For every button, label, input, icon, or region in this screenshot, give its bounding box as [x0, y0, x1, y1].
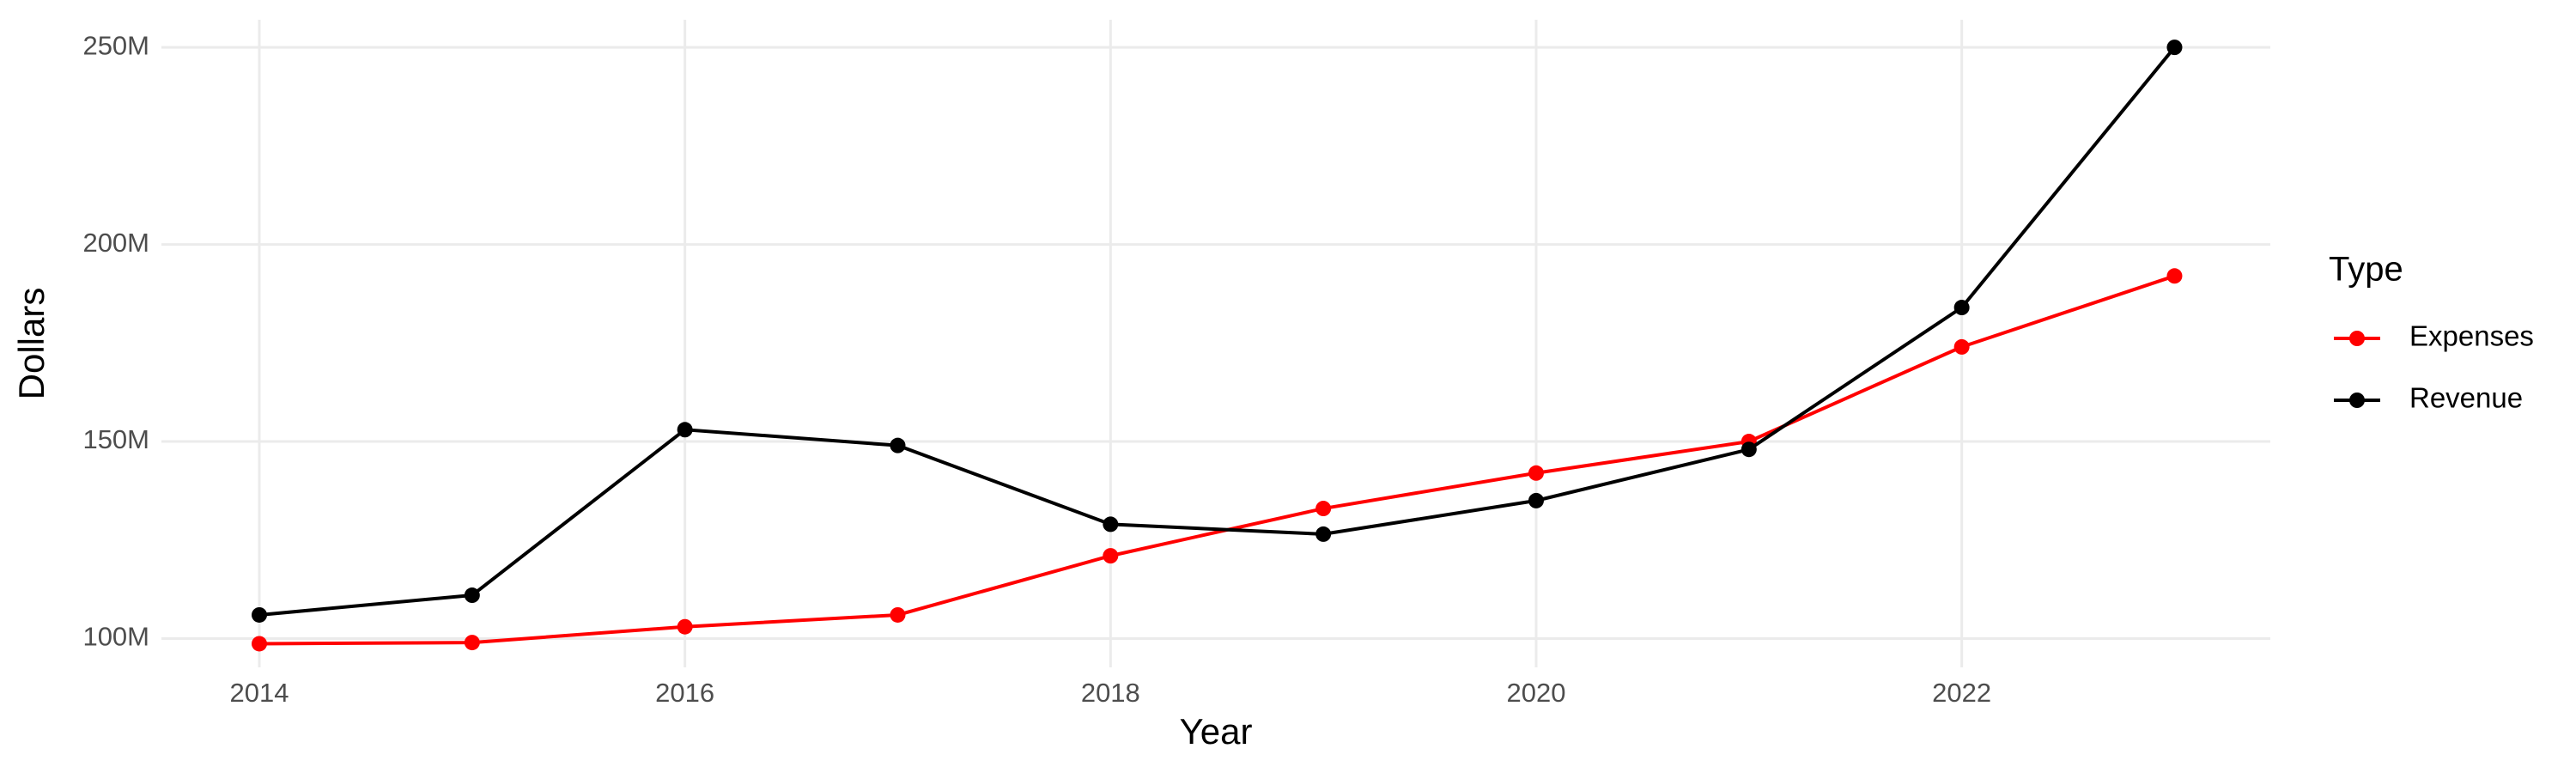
data-point [464, 635, 480, 651]
data-point [890, 606, 906, 623]
data-point [677, 422, 693, 438]
y-tick-label: 100M [82, 622, 149, 652]
legend-label: Revenue [2409, 382, 2523, 414]
x-axis-title: Year [1180, 711, 1253, 752]
legend-key-point [2349, 393, 2365, 408]
x-tick-label: 2022 [1932, 678, 1991, 708]
x-tick-label: 2014 [230, 678, 289, 708]
y-tick-label: 150M [82, 424, 149, 454]
series-line [258, 46, 2177, 617]
y-tick-label: 200M [82, 228, 149, 258]
data-point [252, 606, 268, 623]
data-point [890, 437, 906, 453]
series-line [258, 274, 2176, 646]
y-tick-label: 250M [82, 30, 149, 60]
data-point [1953, 300, 1970, 316]
data-point [1741, 441, 1757, 458]
y-axis-title: Dollars [11, 288, 52, 400]
data-point [252, 636, 268, 652]
data-point [1103, 548, 1119, 564]
data-point [2166, 268, 2183, 284]
legend-key-point [2349, 331, 2365, 346]
data-point [1103, 516, 1119, 533]
data-point [1528, 465, 1544, 481]
data-point [1315, 501, 1332, 517]
data-point [1315, 526, 1332, 542]
data-point [677, 618, 693, 635]
data-point [1953, 338, 1970, 355]
data-point [1528, 492, 1544, 508]
data-point [464, 587, 480, 604]
legend-label: Expenses [2409, 320, 2534, 352]
x-tick-label: 2020 [1507, 678, 1566, 708]
data-point [2166, 40, 2183, 56]
legend-title: Type [2329, 251, 2403, 289]
x-tick-label: 2016 [655, 678, 714, 708]
x-tick-label: 2018 [1081, 678, 1140, 708]
